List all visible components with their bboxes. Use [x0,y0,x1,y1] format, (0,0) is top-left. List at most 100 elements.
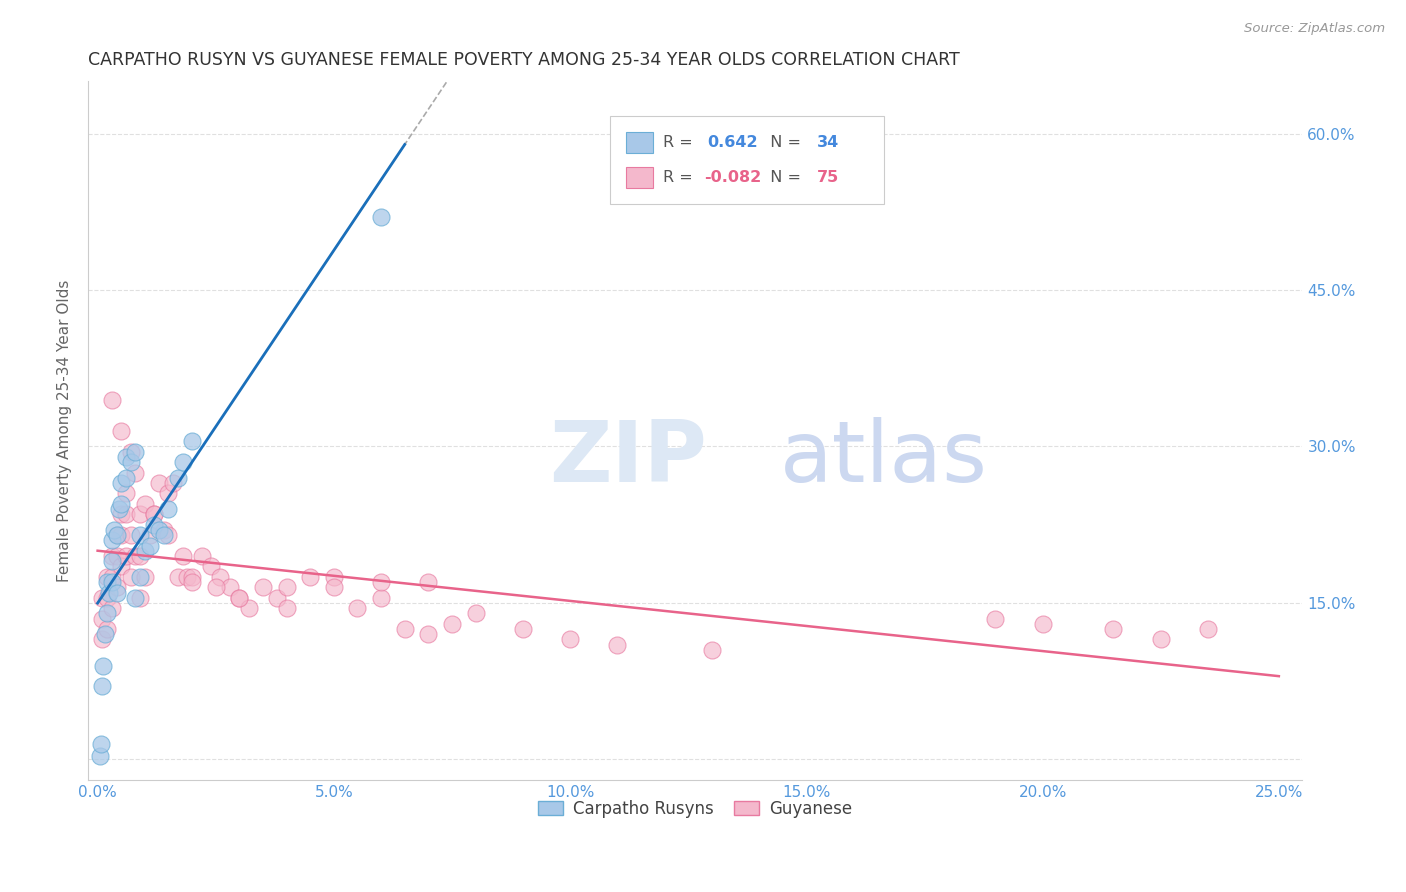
Point [105,580,128,594]
Point [115,486,138,500]
Point [181,570,204,584]
Point [266,591,288,605]
Point [190,549,212,563]
Point [105,585,128,599]
Text: -0.082: -0.082 [704,169,761,185]
Point [91,591,114,605]
Point [91,612,114,626]
Point [91,680,114,694]
Point [167,471,190,485]
Point [101,570,124,584]
Point [219,580,242,594]
Point [606,638,628,652]
Point [172,455,194,469]
Point [238,601,260,615]
Point [209,570,232,584]
Point [276,580,298,594]
Point [134,543,156,558]
Point [152,528,174,542]
Point [152,523,174,537]
Point [129,549,152,563]
Text: R =: R = [662,169,697,185]
Point [157,486,180,500]
Point [464,607,486,621]
Text: R =: R = [662,135,697,150]
Point [370,591,392,605]
Point [370,210,392,224]
Point [172,549,194,563]
Point [120,528,142,542]
Text: atlas: atlas [780,417,988,500]
Point [124,591,146,605]
Point [101,601,124,615]
Point [181,575,204,590]
Point [120,444,142,458]
Point [110,559,132,574]
Point [115,508,138,522]
Legend: Carpatho Rusyns, Guyanese: Carpatho Rusyns, Guyanese [531,793,859,824]
Point [143,517,166,532]
Point [89,749,111,764]
Point [176,570,198,584]
Point [200,559,222,574]
Point [120,455,142,469]
Point [299,570,322,584]
Text: N =: N = [759,169,806,185]
Point [96,575,118,590]
Point [90,737,112,751]
Point [98,585,121,599]
Point [108,502,131,516]
Point [101,554,124,568]
Point [91,658,114,673]
FancyBboxPatch shape [610,116,883,203]
Point [96,591,118,605]
Y-axis label: Female Poverty Among 25-34 Year Olds: Female Poverty Among 25-34 Year Olds [58,279,72,582]
Point [228,591,250,605]
Point [143,508,166,522]
Point [346,601,368,615]
Point [124,466,146,480]
Text: Source: ZipAtlas.com: Source: ZipAtlas.com [1244,22,1385,36]
Point [115,471,138,485]
Point [129,570,152,584]
Point [110,528,132,542]
Point [1150,632,1173,647]
Point [148,475,170,490]
Point [110,508,132,522]
Point [105,549,128,563]
Point [984,612,1007,626]
Point [93,627,115,641]
Point [134,497,156,511]
Point [148,523,170,537]
Point [115,450,138,464]
Point [1032,616,1054,631]
Point [157,502,180,516]
Point [276,601,298,615]
Point [105,528,128,542]
Text: N =: N = [759,135,806,150]
Point [418,627,440,641]
Point [103,523,125,537]
Point [181,434,204,449]
Point [228,591,250,605]
Point [101,549,124,563]
Point [252,580,274,594]
Point [322,570,344,584]
Point [115,549,138,563]
Point [124,549,146,563]
Point [129,508,152,522]
Point [110,475,132,490]
Point [101,575,124,590]
Point [138,528,160,542]
Text: 34: 34 [817,135,839,150]
Point [138,539,160,553]
Point [700,643,723,657]
Point [105,528,128,542]
Text: 75: 75 [817,169,839,185]
Point [124,444,146,458]
Point [91,632,114,647]
Text: 0.642: 0.642 [707,135,758,150]
Point [120,570,142,584]
Point [167,570,190,584]
Point [558,632,581,647]
